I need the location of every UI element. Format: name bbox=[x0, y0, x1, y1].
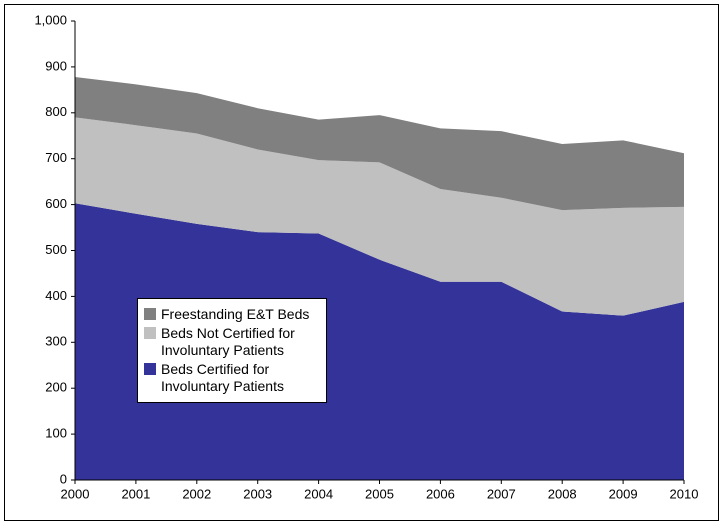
y-tick-label: 500 bbox=[45, 242, 67, 257]
x-tick-label: 2006 bbox=[426, 486, 455, 501]
y-tick-label: 0 bbox=[60, 471, 67, 486]
y-tick-label: 1,000 bbox=[34, 12, 67, 27]
y-tick-label: 300 bbox=[45, 334, 67, 349]
legend-label: Beds Not Certified for Involuntary Patie… bbox=[161, 325, 295, 358]
legend-swatch bbox=[144, 363, 156, 375]
x-tick-label: 2002 bbox=[182, 486, 211, 501]
y-tick-label: 600 bbox=[45, 196, 67, 211]
y-tick-label: 800 bbox=[45, 104, 67, 119]
x-tick-label: 2008 bbox=[548, 486, 577, 501]
y-tick-label: 900 bbox=[45, 58, 67, 73]
legend-item: Freestanding E&T Beds bbox=[144, 306, 320, 323]
legend-item: Beds Certified for Involuntary Patients bbox=[144, 361, 320, 395]
x-tick-label: 2000 bbox=[61, 486, 90, 501]
x-tick-label: 2001 bbox=[121, 486, 150, 501]
legend: Freestanding E&T Beds Beds Not Certified … bbox=[137, 298, 327, 403]
x-tick-label: 2007 bbox=[487, 486, 516, 501]
legend-swatch bbox=[144, 308, 156, 320]
legend-item: Beds Not Certified for Involuntary Patie… bbox=[144, 325, 320, 359]
y-tick-label: 200 bbox=[45, 380, 67, 395]
x-tick-label: 2004 bbox=[304, 486, 333, 501]
legend-label: Beds Certified for Involuntary Patients bbox=[161, 361, 284, 394]
area bbox=[75, 76, 684, 211]
area bbox=[75, 203, 684, 480]
y-tick-label: 400 bbox=[45, 288, 67, 303]
y-tick-label: 700 bbox=[45, 150, 67, 165]
area bbox=[75, 117, 684, 316]
y-tick-label: 100 bbox=[45, 426, 67, 441]
x-tick-label: 2005 bbox=[365, 486, 394, 501]
x-tick-label: 2003 bbox=[243, 486, 272, 501]
legend-swatch bbox=[144, 327, 156, 339]
legend-label: Freestanding E&T Beds bbox=[161, 306, 310, 322]
x-tick-label: 2010 bbox=[670, 486, 699, 501]
x-tick-label: 2009 bbox=[609, 486, 638, 501]
chart-border bbox=[4, 4, 719, 521]
